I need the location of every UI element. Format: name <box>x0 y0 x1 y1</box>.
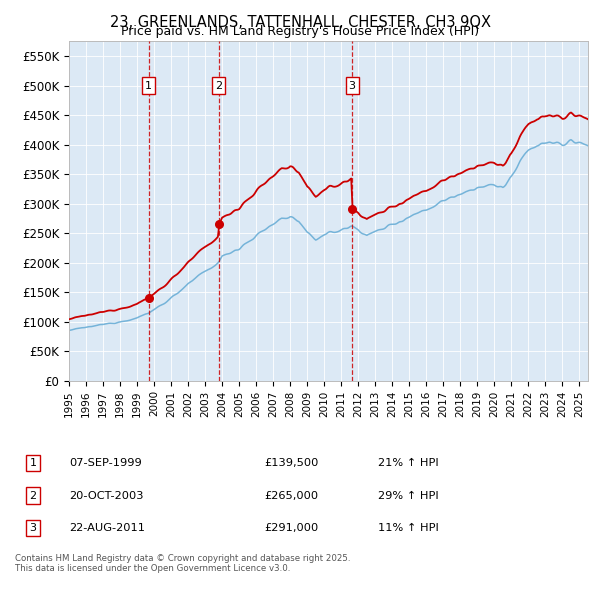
Text: Contains HM Land Registry data © Crown copyright and database right 2025.
This d: Contains HM Land Registry data © Crown c… <box>15 554 350 573</box>
Text: 11% ↑ HPI: 11% ↑ HPI <box>378 523 439 533</box>
Text: £265,000: £265,000 <box>264 491 318 500</box>
Text: 2: 2 <box>29 491 37 500</box>
Text: 23, GREENLANDS, TATTENHALL, CHESTER, CH3 9QX: 23, GREENLANDS, TATTENHALL, CHESTER, CH3… <box>110 15 491 30</box>
Text: 1: 1 <box>29 458 37 468</box>
Text: 2: 2 <box>215 81 223 90</box>
Text: 20-OCT-2003: 20-OCT-2003 <box>69 491 143 500</box>
Text: 21% ↑ HPI: 21% ↑ HPI <box>378 458 439 468</box>
Text: 1: 1 <box>145 81 152 90</box>
Text: £139,500: £139,500 <box>264 458 319 468</box>
Text: Price paid vs. HM Land Registry's House Price Index (HPI): Price paid vs. HM Land Registry's House … <box>121 25 479 38</box>
Text: 3: 3 <box>349 81 356 90</box>
Text: 3: 3 <box>29 523 37 533</box>
Text: £291,000: £291,000 <box>264 523 318 533</box>
Text: 22-AUG-2011: 22-AUG-2011 <box>69 523 145 533</box>
Text: 29% ↑ HPI: 29% ↑ HPI <box>378 491 439 500</box>
Text: 07-SEP-1999: 07-SEP-1999 <box>69 458 142 468</box>
